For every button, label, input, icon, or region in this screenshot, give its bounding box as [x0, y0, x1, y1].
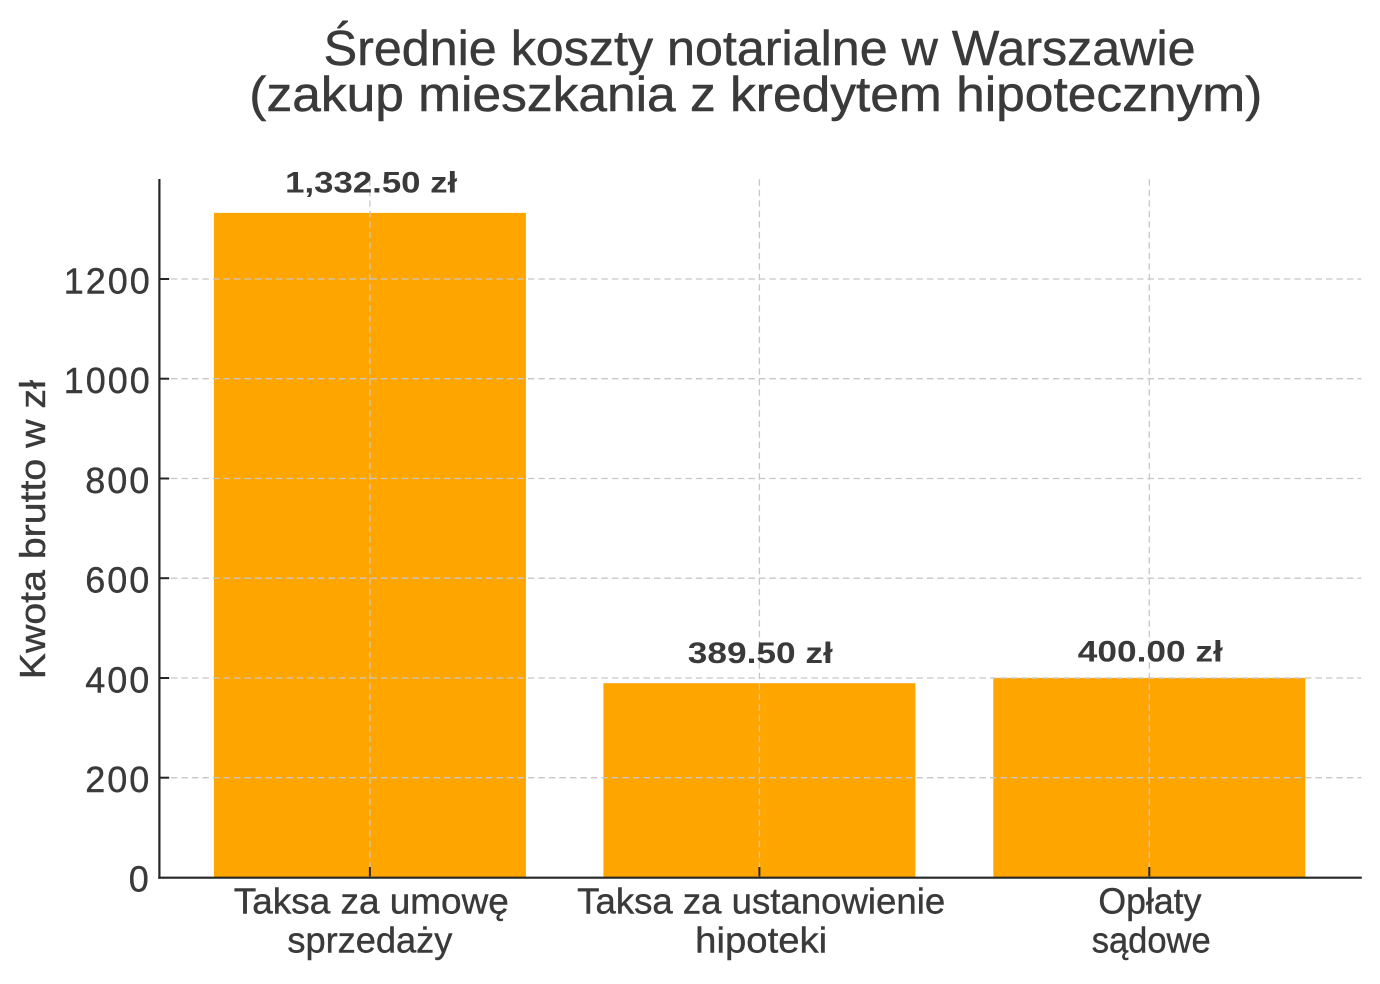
svg-text:Kwota brutto w zł: Kwota brutto w zł: [12, 380, 53, 679]
svg-text:sprzedaży: sprzedaży: [287, 920, 452, 961]
svg-text:hipoteki: hipoteki: [695, 920, 827, 961]
svg-text:1000: 1000: [64, 360, 150, 401]
svg-text:1,332.50 zł: 1,332.50 zł: [285, 167, 457, 200]
svg-text:600: 600: [85, 560, 149, 601]
svg-text:400: 400: [85, 659, 149, 700]
svg-text:1200: 1200: [64, 260, 150, 301]
svg-text:Taksa za umowę: Taksa za umowę: [234, 880, 509, 921]
svg-text:389.50 zł: 389.50 zł: [688, 637, 833, 670]
svg-text:800: 800: [85, 460, 149, 501]
svg-text:Średnie koszty notarialne w Wa: Średnie koszty notarialne w Warszawie: [324, 19, 1196, 76]
svg-text:(zakup mieszkania z kredytem h: (zakup mieszkania z kredytem hipotecznym…: [249, 67, 1262, 122]
svg-text:200: 200: [85, 759, 149, 800]
svg-text:400.00 zł: 400.00 zł: [1078, 635, 1223, 668]
svg-text:0: 0: [129, 859, 149, 900]
svg-text:Taksa za ustanowienie: Taksa za ustanowienie: [577, 880, 945, 921]
svg-text:Opłaty: Opłaty: [1098, 880, 1201, 921]
svg-text:sądowe: sądowe: [1092, 920, 1211, 961]
